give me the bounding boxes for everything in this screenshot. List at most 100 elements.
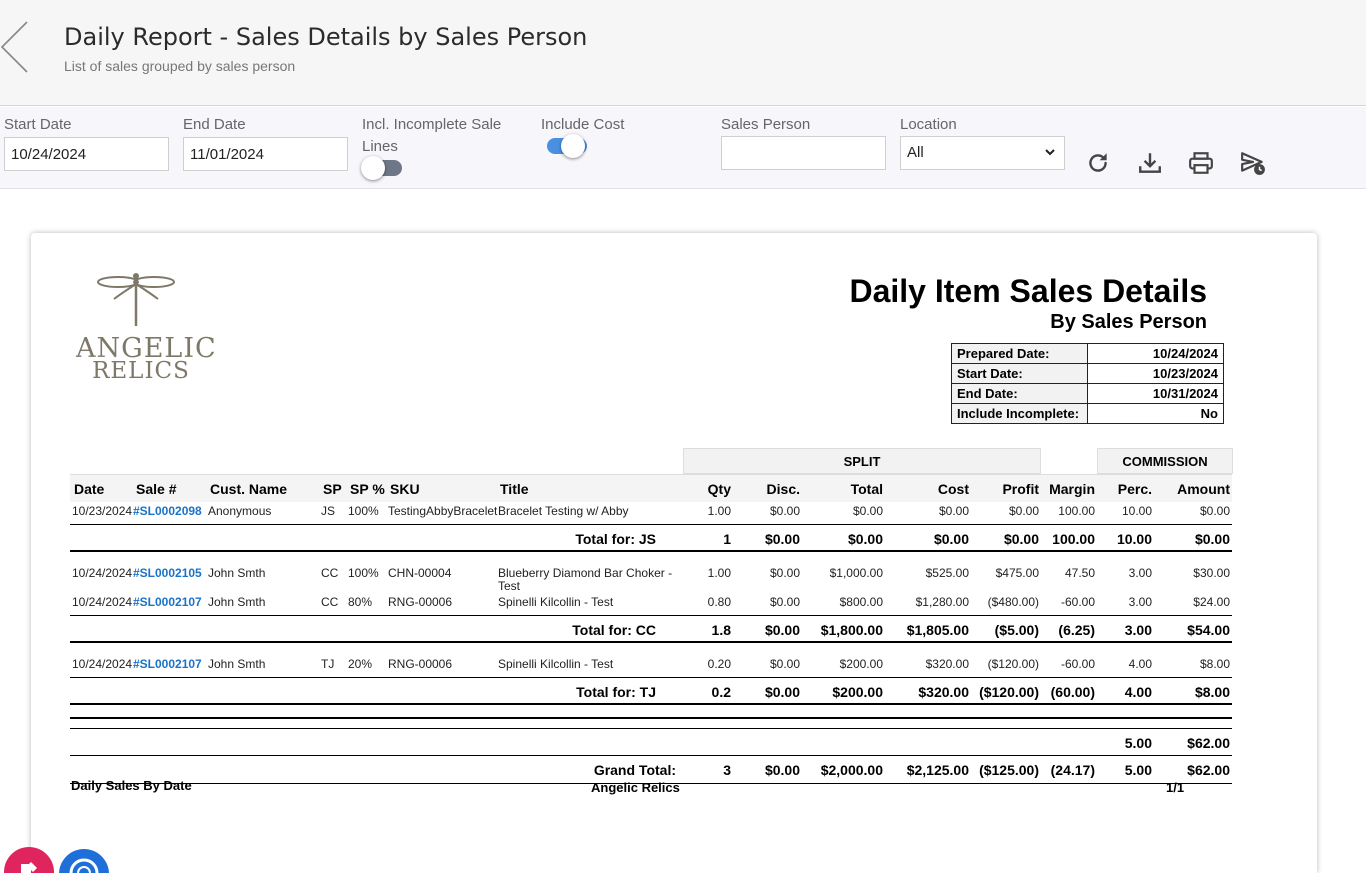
cell-date: 10/24/2024 (72, 657, 133, 671)
report-card: ANGELIC RELICS Daily Item Sales Details … (31, 233, 1317, 873)
print-icon[interactable] (1188, 150, 1214, 176)
meta-label: Include Incomplete: (951, 403, 1088, 424)
cell-perc: 3.00 (1128, 566, 1152, 580)
schedule-send-icon[interactable] (1240, 150, 1266, 176)
cell-amount: $30.00 (1193, 566, 1230, 580)
group-total-row: Total for: TJ 0.2 $0.00 $200.00 $320.00 ($120… (70, 677, 1232, 705)
cell-sp-pct: 100% (348, 566, 379, 580)
meta-value: 10/31/2024 (1087, 383, 1224, 404)
meta-row: Prepared Date: 10/24/2024 (951, 343, 1224, 364)
cell-amount: $24.00 (1193, 595, 1230, 609)
edit-icon (21, 862, 37, 873)
total-disc: $0.00 (764, 622, 800, 638)
cell-cust: John Smth (208, 595, 266, 609)
grand-total-perc: 5.00 (1124, 762, 1152, 778)
include-cost-toggle[interactable] (547, 134, 587, 158)
end-date-input[interactable] (183, 137, 348, 171)
group-spacer (70, 552, 1232, 564)
cell-date: 10/24/2024 (72, 595, 133, 609)
page-title: Daily Report - Sales Details by Sales Pe… (64, 23, 588, 51)
chevron-down-icon (1045, 149, 1055, 156)
total-qty: 0.2 (711, 684, 731, 700)
cell-amount: $8.00 (1199, 657, 1230, 671)
cell-perc: 10.00 (1121, 504, 1152, 518)
incomplete-label-line2: Lines (362, 138, 398, 155)
cell-sp: CC (321, 595, 339, 609)
cell-qty: 0.80 (707, 595, 731, 609)
total-profit: ($120.00) (979, 684, 1039, 700)
cell-date: 10/24/2024 (72, 566, 133, 580)
cell-cust: Anonymous (208, 504, 272, 518)
cell-qty: 0.20 (707, 657, 731, 671)
grand-total-margin: (24.17) (1050, 762, 1095, 778)
table-row: 10/24/2024 #SL0002107 John Smth TJ 20% RNG-00… (70, 655, 1232, 677)
group-total-label: Total for: JS (575, 531, 656, 547)
total-amount: $0.00 (1194, 531, 1230, 547)
dragonfly-icon (97, 273, 175, 326)
back-chevron-icon[interactable] (0, 20, 30, 74)
total-disc: $0.00 (764, 684, 800, 700)
total-disc: $0.00 (764, 531, 800, 547)
footer-company: Angelic Relics (591, 780, 680, 795)
cell-title: Spinelli Kilcollin - Test (498, 595, 614, 609)
logo-text-line1: ANGELIC (76, 333, 217, 364)
group-spacer (70, 705, 1232, 717)
table-row: 10/24/2024 #SL0002105 John Smth CC 100% CHN-0… (70, 564, 1232, 593)
meta-value: 10/24/2024 (1087, 343, 1224, 364)
cell-profit: ($120.00) (987, 657, 1039, 671)
cell-total: $800.00 (839, 595, 883, 609)
download-icon[interactable] (1137, 150, 1163, 176)
total-perc: 10.00 (1116, 531, 1152, 547)
report-meta-table: Prepared Date: 10/24/2024 Start Date: 10/2… (951, 343, 1224, 424)
sale-number-link[interactable]: #SL0002107 (133, 657, 202, 671)
cell-disc: $0.00 (769, 595, 800, 609)
page-header: Daily Report - Sales Details by Sales Pe… (0, 0, 1366, 106)
start-date-label: Start Date (4, 116, 72, 133)
col-sp: SP (323, 481, 342, 497)
footer-page-number: 1/1 (1166, 780, 1185, 795)
total-amount: $8.00 (1194, 684, 1230, 700)
total-qty: 1 (723, 531, 731, 547)
sale-number-link[interactable]: #SL0002098 (133, 504, 202, 518)
cell-margin: -60.00 (1060, 595, 1095, 609)
col-total: Total (850, 481, 883, 497)
cell-profit: $0.00 (1008, 504, 1039, 518)
sale-number-link[interactable]: #SL0002107 (133, 595, 202, 609)
cell-cust: John Smth (208, 657, 266, 671)
location-select[interactable]: All (900, 136, 1065, 170)
sales-person-input[interactable] (721, 136, 886, 170)
total-perc: 4.00 (1124, 684, 1152, 700)
cell-sku: RNG-00006 (388, 657, 453, 671)
meta-value: No (1087, 403, 1224, 424)
refresh-icon[interactable] (1085, 150, 1111, 176)
cell-qty: 1.00 (707, 566, 731, 580)
meta-row: Include Incomplete: No (951, 403, 1224, 424)
meta-label: End Date: (951, 383, 1088, 404)
sales-table: Date Sale # Cust. Name SP SP % SKU Title… (70, 474, 1232, 784)
cell-total: $1,000.00 (829, 566, 883, 580)
meta-value: 10/23/2024 (1087, 363, 1224, 384)
grand-total-disc: $0.00 (764, 762, 800, 778)
cell-cost: $0.00 (938, 504, 969, 518)
cell-sp-pct: 80% (348, 595, 373, 609)
meta-row: Start Date: 10/23/2024 (951, 363, 1224, 384)
toggle-knob (561, 134, 585, 158)
sale-number-link[interactable]: #SL0002105 (133, 566, 202, 580)
col-margin: Margin (1049, 481, 1095, 497)
grand-total-total: $2,000.00 (820, 762, 883, 778)
col-sku: SKU (390, 481, 420, 497)
cell-date: 10/23/2024 (72, 504, 133, 518)
col-cust: Cust. Name (210, 481, 288, 497)
cell-amount: $0.00 (1199, 504, 1230, 518)
cell-sku: CHN-00004 (388, 566, 452, 580)
cell-margin: 47.50 (1064, 566, 1095, 580)
start-date-input[interactable] (4, 137, 169, 171)
col-profit: Profit (1002, 481, 1039, 497)
total-cost: $0.00 (933, 531, 969, 547)
table-row: 10/24/2024 #SL0002107 John Smth CC 80% RNG-00… (70, 593, 1232, 615)
cell-perc: 4.00 (1128, 657, 1152, 671)
grand-total-profit: ($125.00) (979, 762, 1039, 778)
grand-total-qty: 3 (723, 762, 731, 778)
total-perc: 3.00 (1124, 622, 1152, 638)
incomplete-toggle[interactable] (361, 156, 402, 180)
